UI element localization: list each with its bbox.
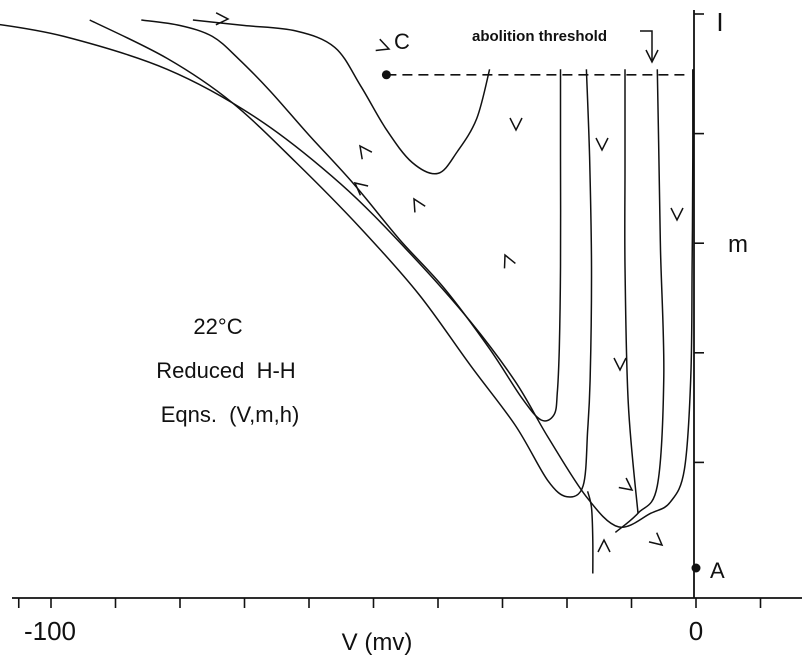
arrowhead-toward-a-1: [618, 477, 634, 492]
trajectory-5: [141, 19, 562, 422]
point-c-marker: [381, 70, 391, 80]
threshold-pointer-line: [640, 30, 653, 60]
arrowhead-v-minus-12: [613, 357, 627, 372]
arrowhead-v-minus-3: [670, 207, 684, 222]
trajectory-2: [614, 69, 665, 533]
x-tick-label-minus-100: -100: [24, 616, 76, 646]
arrowhead-toward-a-2: [648, 532, 664, 547]
arrowhead-left-mid: [413, 197, 426, 213]
model-label: Reduced H-H: [156, 358, 295, 383]
x-tick-label-0: 0: [689, 616, 703, 646]
abolition-threshold-label: abolition threshold: [472, 28, 607, 45]
arrowhead-left-upper: [359, 144, 373, 160]
axes-layer: [12, 10, 802, 608]
y-tick-label-1: I: [716, 7, 723, 37]
arrowhead-near-c: [375, 38, 391, 52]
trajectory-4: [89, 19, 593, 498]
arrowhead-layer: [215, 12, 684, 553]
point-a-marker: [691, 563, 701, 573]
trajectory-7: [586, 491, 594, 574]
equations-label: Eqns. (V,m,h): [161, 402, 300, 427]
x-axis-label: V (mv): [342, 629, 413, 656]
arrowhead-top-left: [215, 12, 230, 26]
trajectory-layer: [0, 19, 701, 574]
arrowhead-dip-curve: [509, 117, 523, 132]
point-a-label: A: [710, 558, 725, 583]
arrowhead-left-lower: [353, 181, 369, 196]
trajectory-1: [0, 23, 694, 529]
trajectory-3: [624, 69, 639, 514]
label-layer: -100 0 V (mv) m I 22°C Reduced H-H Eqns.…: [24, 7, 748, 656]
arrowhead-middle: [503, 253, 516, 269]
trajectory-6: [192, 19, 491, 175]
arrowhead-bottom-up: [597, 538, 611, 553]
threshold-pointer-arrowhead: [645, 49, 659, 64]
y-axis-label: m: [728, 231, 748, 258]
arrowhead-v-minus-15: [595, 137, 609, 152]
point-c-label: C: [394, 29, 410, 54]
temperature-label: 22°C: [193, 314, 242, 339]
